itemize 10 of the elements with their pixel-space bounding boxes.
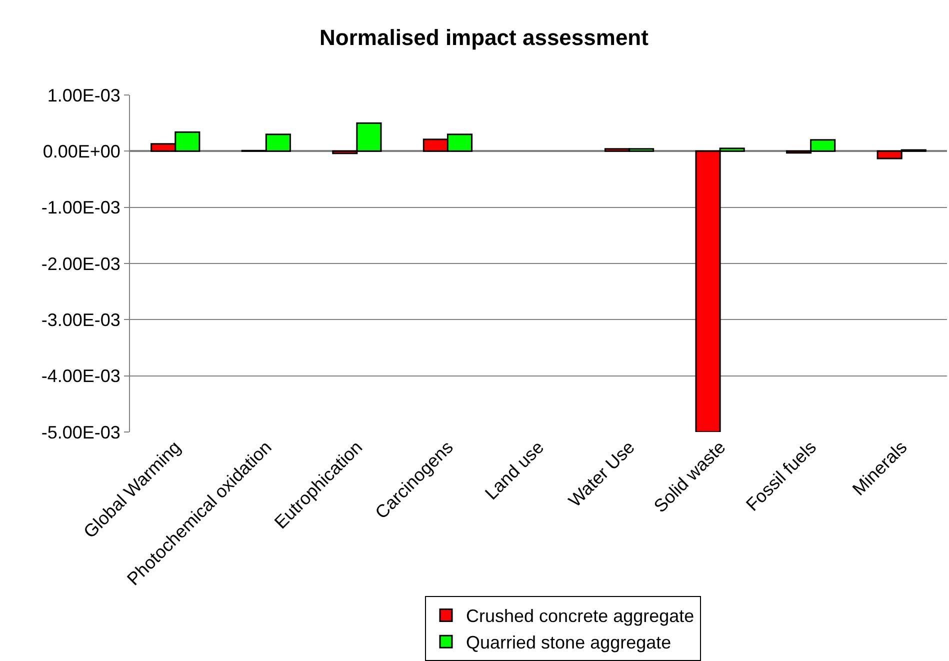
y-tick-label: -3.00E-03 [41, 310, 120, 330]
legend-label: Quarried stone aggregate [466, 632, 672, 653]
chart-title: Normalised impact assessment [320, 25, 650, 50]
y-tick-label: -4.00E-03 [41, 366, 120, 386]
y-tick-label: -5.00E-03 [41, 422, 120, 442]
y-tick-label: -2.00E-03 [41, 254, 120, 274]
y-tick-label: 1.00E-03 [47, 85, 120, 106]
legend-label: Crushed concrete aggregate [466, 606, 694, 626]
y-tick-label: -1.00E-03 [41, 198, 120, 218]
y-tick-label: 0.00E+00 [42, 141, 120, 162]
